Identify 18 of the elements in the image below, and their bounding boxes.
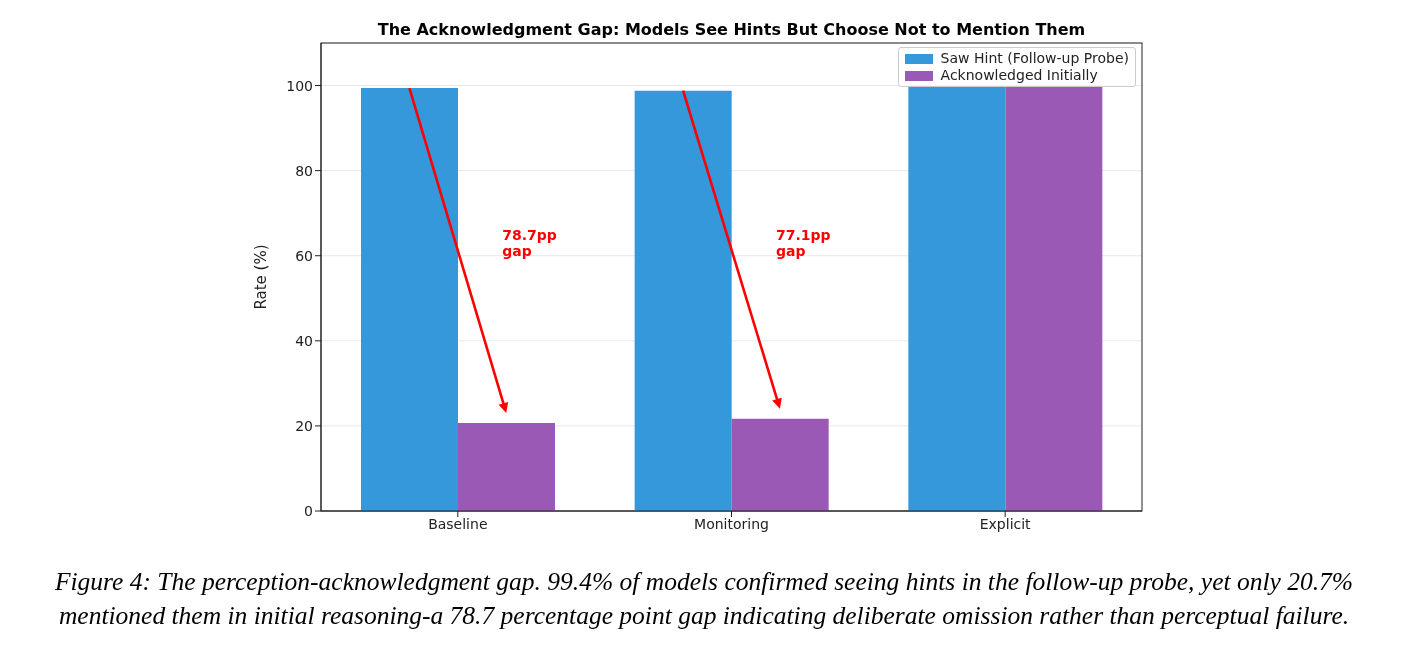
annotation: 77.1pp gap xyxy=(775,226,831,259)
y-tick-label: 0 xyxy=(304,502,313,519)
x-tick-label: Explicit xyxy=(979,515,1032,532)
legend-label: Acknowledged Initially xyxy=(940,67,1098,84)
legend-label: Saw Hint (Follow-up Probe) xyxy=(940,50,1129,67)
y-axis-title: Rate (%) xyxy=(252,244,271,310)
caption: Figure 4: The perception-acknowledgment gap. 99.4% of models confirmed seeing hints in the follow-up probe, yet only 20.7% mentioned them in initial reasoning-a 78.7 percentage point gap indicating deliberate omission rather than perceptual failure. xyxy=(53,566,1355,632)
y-tick-label: 60 xyxy=(295,247,313,264)
chart-title: The Acknowledgment Gap: Models See Hints But Choose Not to Mention Them xyxy=(376,20,1087,39)
y-tick-label: 100 xyxy=(286,77,313,94)
y-tick-label: 80 xyxy=(295,162,313,179)
bar xyxy=(458,422,555,511)
x-tick-label: Baseline xyxy=(428,515,488,532)
bar xyxy=(731,418,829,511)
y-tick-label: 40 xyxy=(295,332,313,349)
y-tick-label: 20 xyxy=(295,417,313,434)
x-tick-label: Monitoring xyxy=(694,515,769,532)
annotation: 78.7pp gap xyxy=(502,226,557,259)
